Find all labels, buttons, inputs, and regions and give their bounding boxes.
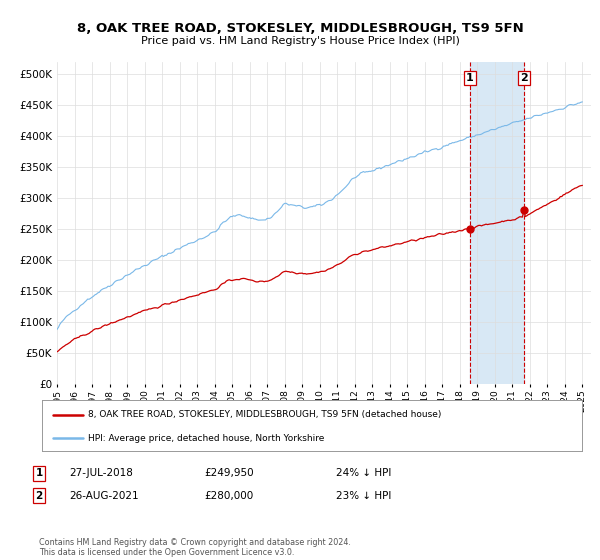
Text: 1: 1 xyxy=(466,73,474,83)
Text: 24% ↓ HPI: 24% ↓ HPI xyxy=(336,468,391,478)
Text: £249,950: £249,950 xyxy=(204,468,254,478)
Text: 2: 2 xyxy=(520,73,528,83)
Text: 1: 1 xyxy=(35,468,43,478)
Text: 2: 2 xyxy=(35,491,43,501)
Text: HPI: Average price, detached house, North Yorkshire: HPI: Average price, detached house, Nort… xyxy=(88,433,324,443)
Text: 27-JUL-2018: 27-JUL-2018 xyxy=(69,468,133,478)
Text: 8, OAK TREE ROAD, STOKESLEY, MIDDLESBROUGH, TS9 5FN: 8, OAK TREE ROAD, STOKESLEY, MIDDLESBROU… xyxy=(77,22,523,35)
Text: Contains HM Land Registry data © Crown copyright and database right 2024.
This d: Contains HM Land Registry data © Crown c… xyxy=(39,538,351,557)
Text: £280,000: £280,000 xyxy=(204,491,253,501)
Text: 26-AUG-2021: 26-AUG-2021 xyxy=(69,491,139,501)
Text: 8, OAK TREE ROAD, STOKESLEY, MIDDLESBROUGH, TS9 5FN (detached house): 8, OAK TREE ROAD, STOKESLEY, MIDDLESBROU… xyxy=(88,410,441,419)
Bar xyxy=(470,62,524,384)
Text: Price paid vs. HM Land Registry's House Price Index (HPI): Price paid vs. HM Land Registry's House … xyxy=(140,36,460,46)
Text: 23% ↓ HPI: 23% ↓ HPI xyxy=(336,491,391,501)
